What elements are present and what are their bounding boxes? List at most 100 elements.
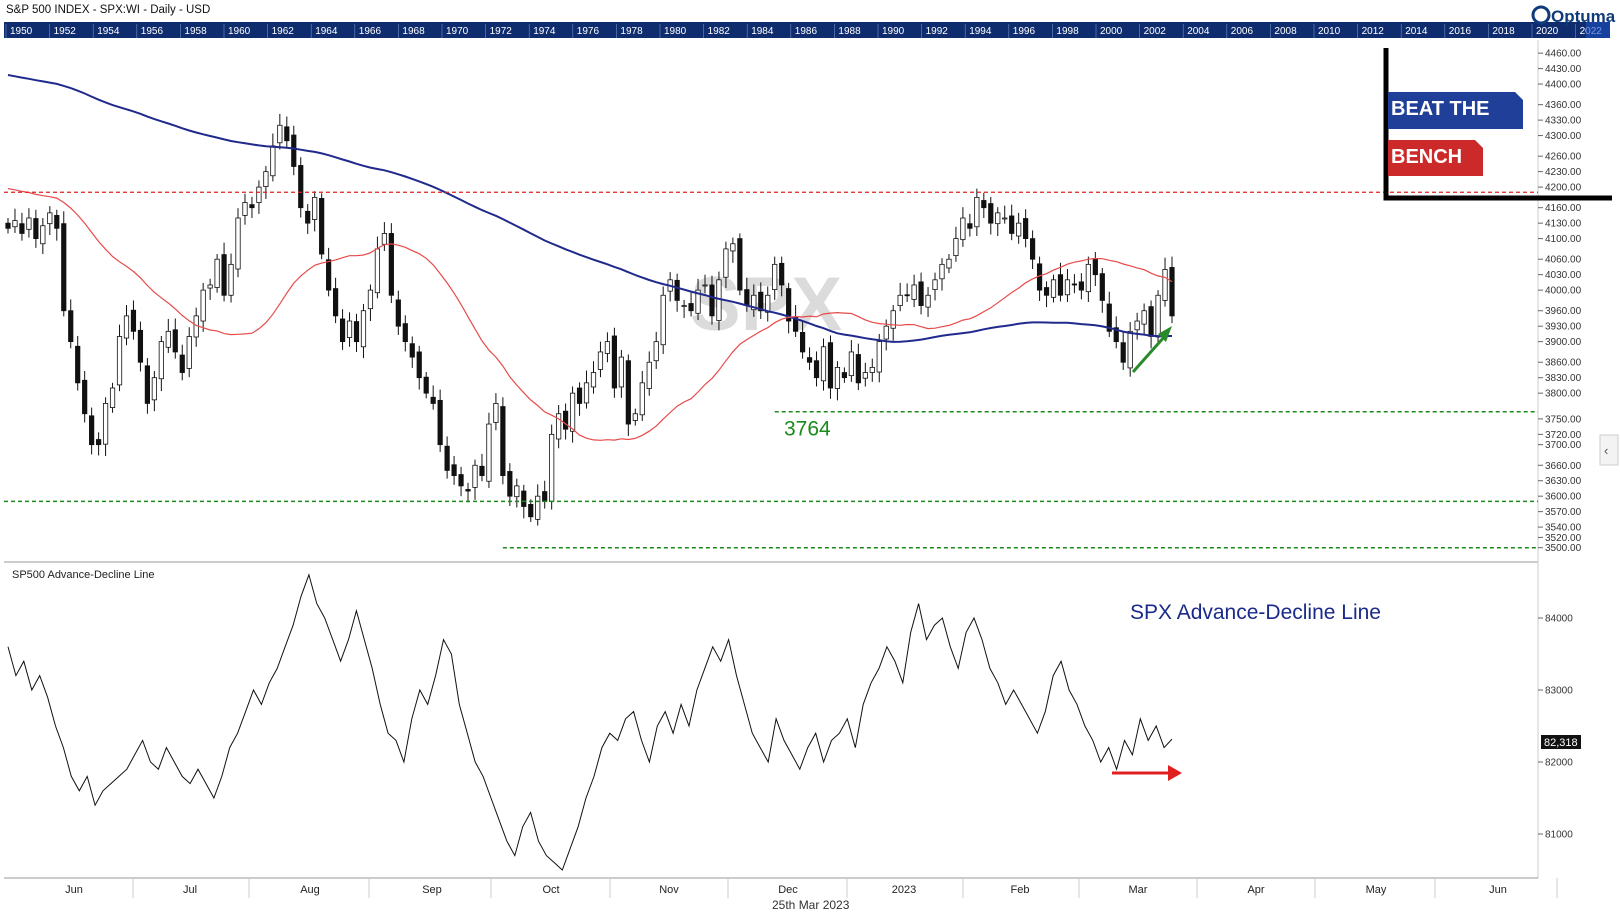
candle-body bbox=[702, 284, 708, 287]
price-y-tick-label: 3600.00 bbox=[1545, 492, 1582, 503]
candle-body bbox=[353, 321, 360, 343]
candle-body bbox=[26, 217, 32, 230]
candle-body bbox=[479, 465, 485, 476]
overview-year-label: 1960 bbox=[228, 26, 251, 37]
price-y-tick-label: 3700.00 bbox=[1545, 440, 1582, 451]
chevron-left-icon[interactable]: ‹ bbox=[1604, 443, 1608, 458]
candle-body bbox=[207, 284, 213, 289]
overview-year-label: 1982 bbox=[708, 26, 731, 37]
uptrend-arrow-shaft bbox=[1131, 335, 1167, 373]
candle-body bbox=[869, 366, 875, 373]
optuma-logo-icon bbox=[1531, 5, 1551, 25]
price-y-tick-label: 3660.00 bbox=[1545, 461, 1582, 472]
candle-body bbox=[465, 489, 471, 492]
price-y-tick-label: 4230.00 bbox=[1545, 167, 1582, 178]
price-y-tick-label: 4300.00 bbox=[1545, 131, 1582, 142]
candle-body bbox=[1071, 283, 1078, 286]
candle-body bbox=[221, 254, 227, 296]
candle-body bbox=[165, 330, 171, 348]
candle-body bbox=[772, 263, 778, 291]
candle-body bbox=[528, 504, 534, 518]
overview-year-label: 1966 bbox=[359, 26, 382, 37]
candle-body bbox=[542, 491, 548, 502]
candle-body bbox=[779, 262, 785, 286]
price-y-tick-label: 3570.00 bbox=[1545, 507, 1582, 518]
overview-strip[interactable] bbox=[4, 22, 1610, 38]
candle-body bbox=[493, 403, 499, 423]
candle-body bbox=[68, 310, 74, 343]
candle-body bbox=[883, 325, 889, 340]
ma-long-line bbox=[7, 74, 1172, 343]
candle-body bbox=[395, 299, 401, 327]
candle-body bbox=[228, 263, 234, 296]
price-y-tick-label: 3520.00 bbox=[1545, 533, 1582, 544]
candle-body bbox=[569, 392, 576, 432]
chart-title: S&P 500 INDEX - SPX:WI - Daily - USD bbox=[6, 4, 210, 16]
ad-y-tick-label: 82000 bbox=[1545, 758, 1573, 769]
candle-body bbox=[1057, 274, 1064, 296]
overview-year-label: 1964 bbox=[315, 26, 338, 37]
candle-body bbox=[786, 288, 792, 322]
candle-body bbox=[291, 134, 297, 167]
candle-body bbox=[1029, 238, 1036, 260]
candle-body bbox=[19, 223, 25, 234]
ma-short-line bbox=[7, 188, 1173, 441]
support-annotation-3764: 3764 bbox=[784, 418, 831, 441]
candle-body bbox=[625, 360, 631, 425]
candle-body bbox=[646, 361, 652, 389]
candle-body bbox=[263, 171, 269, 187]
candle-body bbox=[681, 305, 687, 307]
overview-year-label: 1972 bbox=[490, 26, 513, 37]
candle-body bbox=[423, 376, 429, 394]
candle-body bbox=[40, 225, 46, 245]
side-panel-toggle[interactable]: ‹ bbox=[1599, 434, 1619, 466]
overview-year-label: 2010 bbox=[1318, 26, 1341, 37]
candle-body bbox=[1078, 281, 1084, 291]
price-panel: SPX 3500.003520.003540.003570.003600.003… bbox=[4, 40, 1582, 878]
price-y-tick-label: 3830.00 bbox=[1545, 373, 1582, 384]
side-panel-toggle-box[interactable] bbox=[1599, 434, 1619, 466]
candle-body bbox=[911, 284, 917, 300]
candle-body bbox=[179, 354, 185, 373]
ad-annotation: SPX Advance-Decline Line bbox=[1130, 601, 1381, 624]
candle-body bbox=[799, 331, 806, 353]
candle-body bbox=[1085, 263, 1091, 293]
price-y-tick-label: 3540.00 bbox=[1545, 523, 1582, 534]
overview-year-label: 1970 bbox=[446, 26, 469, 37]
price-y-tick-label: 4400.00 bbox=[1545, 80, 1582, 91]
candle-body bbox=[451, 464, 457, 476]
candle-body bbox=[332, 288, 339, 317]
flat-arrow bbox=[1112, 765, 1182, 781]
overview-year-label: 1950 bbox=[10, 26, 33, 37]
candle-body bbox=[1113, 327, 1119, 343]
beat-the-bench-logo: BEAT THE BENCH bbox=[1383, 48, 1612, 201]
candle-body bbox=[1120, 342, 1126, 363]
candle-body bbox=[1009, 215, 1015, 234]
candle-body bbox=[319, 198, 325, 255]
overview-window-handle[interactable] bbox=[1586, 22, 1610, 38]
candle-body bbox=[639, 382, 645, 416]
candle-body bbox=[535, 495, 541, 520]
overview-year-label: 2020 bbox=[1536, 26, 1559, 37]
overview-year-label: 1962 bbox=[272, 26, 295, 37]
candle-body bbox=[556, 413, 562, 440]
price-y-tick-label: 3860.00 bbox=[1545, 358, 1582, 369]
overview-year-label: 1958 bbox=[184, 26, 207, 37]
ad-y-tick-label: 81000 bbox=[1545, 830, 1573, 841]
logo-line2: BENCH bbox=[1391, 146, 1462, 168]
overview-year-label: 1968 bbox=[402, 26, 425, 37]
candle-body bbox=[235, 217, 241, 270]
candle-body bbox=[75, 345, 81, 384]
candle-body bbox=[444, 445, 450, 471]
price-y-tick-label: 4060.00 bbox=[1545, 255, 1582, 266]
candle-body bbox=[172, 329, 178, 353]
candle-body bbox=[284, 126, 290, 142]
candle-body bbox=[876, 341, 882, 373]
logo-banner-blue bbox=[1388, 92, 1523, 129]
candle-body bbox=[632, 413, 638, 421]
candle-body bbox=[793, 317, 799, 332]
candle-body bbox=[486, 423, 492, 482]
candle-body bbox=[416, 351, 422, 379]
overview-year-labels: 1950 1952 1954 1956 1958 1960 1962 1964 1966 1968… bbox=[5, 24, 1602, 38]
